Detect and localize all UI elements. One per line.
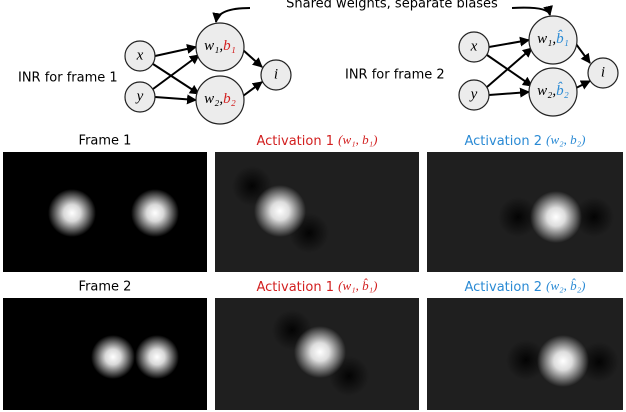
network-label: INR for frame 2 — [345, 68, 445, 83]
node — [124, 40, 156, 72]
arrow — [212, 7, 251, 23]
node-label: w₁,b̂₁ — [537, 30, 569, 47]
weight: w₁, — [537, 31, 556, 47]
bias: b̂₂ — [556, 82, 569, 99]
image — [3, 298, 207, 410]
image — [427, 298, 623, 410]
title-text: Activation 1 — [256, 134, 334, 149]
node-label: w₁,b₁ — [204, 38, 236, 54]
node-label: i — [274, 66, 278, 82]
node — [587, 57, 619, 89]
panel-title: Frame 1 — [79, 134, 132, 149]
node — [260, 59, 292, 91]
network: INR for frame 2 x y w₁,b̂₁ w₂,b̂₂ i — [345, 15, 619, 117]
node-label: i — [601, 64, 605, 80]
image — [215, 152, 419, 272]
edge — [242, 49, 263, 68]
image — [215, 298, 419, 410]
panel-title: Activation 2 (w₂, b̂₂) — [464, 278, 585, 295]
network-label: INR for frame 1 — [18, 71, 118, 86]
weight: w₂, — [537, 83, 556, 99]
panel-title: Frame 2 — [79, 280, 132, 295]
network: INR for frame 1 x y w₁,b₁ w₂,b₂ i — [18, 22, 292, 125]
edge — [154, 94, 197, 105]
node-label: w₂,b₂ — [204, 91, 236, 107]
title-params: (w₁, b₁) — [338, 132, 377, 147]
node — [195, 22, 245, 72]
edge — [575, 43, 591, 64]
node — [528, 15, 578, 65]
panel-title: Activation 1 (w₁, b₁) — [256, 132, 377, 149]
title-text: Activation 2 — [464, 280, 542, 295]
weight: w₂, — [204, 91, 223, 107]
arrow — [511, 5, 553, 16]
weight: w₁, — [204, 38, 223, 54]
node — [458, 79, 490, 111]
node — [458, 31, 490, 63]
image — [427, 152, 623, 272]
image — [3, 152, 207, 272]
bias: b₂ — [223, 91, 236, 107]
node — [528, 67, 578, 117]
node — [124, 81, 156, 113]
node-label: x — [470, 38, 478, 54]
edge — [488, 87, 530, 98]
bias: b₁ — [223, 38, 236, 54]
panel-title: Activation 1 (w₁, b̂₁) — [256, 278, 377, 295]
bias: b̂₁ — [556, 30, 569, 47]
node-label: x — [136, 47, 144, 63]
node-label: y — [469, 86, 478, 102]
node-label: y — [135, 88, 144, 104]
edge — [152, 63, 200, 95]
title-params: (w₂, b₂) — [546, 132, 585, 147]
edge — [486, 47, 533, 88]
edge — [575, 80, 591, 90]
edge — [488, 36, 530, 48]
title-params: (w₂, b̂₂) — [546, 278, 585, 293]
edge — [152, 54, 200, 90]
title-params: (w₁, b̂₁) — [338, 278, 377, 293]
node — [195, 75, 245, 125]
title-text: Activation 1 — [256, 280, 334, 295]
title-text: Activation 2 — [464, 134, 542, 149]
edge — [242, 81, 263, 97]
node-label: w₂,b̂₂ — [537, 82, 569, 99]
edge — [154, 44, 197, 57]
panel-title: Activation 2 (w₂, b₂) — [464, 132, 585, 149]
header: Shared weights, separate biases — [286, 0, 498, 12]
edge — [486, 54, 533, 87]
